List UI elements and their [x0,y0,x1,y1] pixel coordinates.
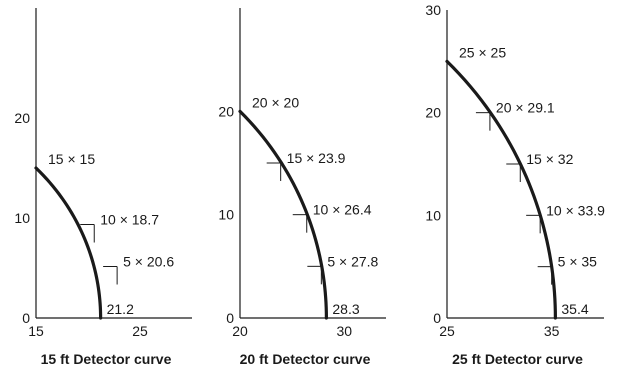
y-tick-label: 0 [433,310,441,326]
x-tick-label: 15 [28,323,44,339]
x-tick-label: 25 [439,323,455,339]
point-label: 10 × 18.7 [100,212,159,228]
point-label: 15 × 23.9 [287,150,346,166]
curve-end-label: 21.2 [107,301,134,317]
point-label: 5 × 27.8 [327,253,378,269]
y-tick-label: 20 [425,105,441,121]
y-tick-label: 20 [14,110,30,126]
panel-caption: 20 ft Detector curve [240,351,371,367]
y-tick-label: 30 [425,2,441,18]
y-tick-label: 10 [14,210,30,226]
panel-caption: 25 ft Detector curve [452,351,583,367]
point-label: 10 × 33.9 [546,202,605,218]
panel-15ft: 0 10 20 15 25 15 × 15 10 × 18.7 5 × 20.6 21.2 15 … [14,8,192,367]
point-label: 20 × 29.1 [496,100,555,116]
point-label: 5 × 20.6 [123,254,174,270]
panel-caption: 15 ft Detector curve [41,351,172,367]
detector-curve [238,109,328,320]
y-tick-label: 0 [22,310,30,326]
point-label: 25 × 25 [459,44,506,60]
x-tick-label: 20 [232,323,248,339]
point-label: 5 × 35 [558,254,598,270]
point-label: 15 × 32 [526,151,573,167]
x-tick-label: 25 [132,323,148,339]
panel-20ft: 0 10 20 20 30 20 × 20 15 × 23.9 10 × 26.4 5 × 27… [218,8,386,367]
x-tick-label: 35 [544,323,560,339]
detector-curve [34,166,103,320]
y-tick-label: 10 [218,207,234,223]
x-tick-label: 30 [336,323,352,339]
y-tick-label: 20 [218,103,234,119]
curve-end-label: 28.3 [332,301,359,317]
panel-25ft: 0 10 20 30 25 35 25 × 25 20 × 29.1 15 × 32 10 × 3… [425,2,605,367]
point-label: 10 × 26.4 [313,202,372,218]
point-label: 20 × 20 [252,94,299,110]
point-label: 15 × 15 [48,151,95,167]
detector-curve [445,59,557,320]
curve-end-label: 35.4 [561,301,588,317]
y-tick-label: 0 [226,310,234,326]
y-tick-label: 10 [425,207,441,223]
